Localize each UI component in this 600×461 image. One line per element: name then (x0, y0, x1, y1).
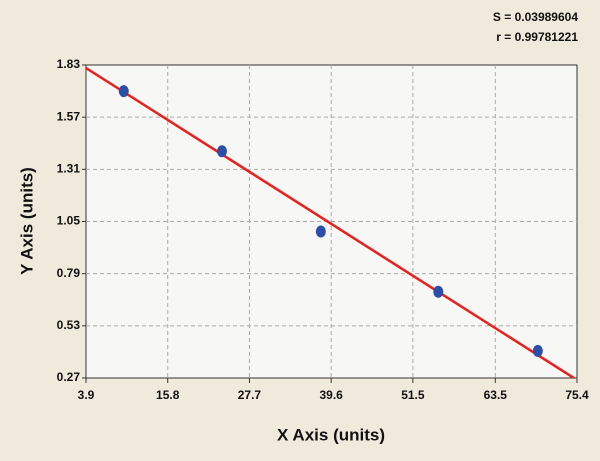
x-tick-label: 75.4 (565, 388, 589, 402)
y-tick-label: 1.31 (57, 162, 81, 176)
y-tick-label: 0.27 (57, 370, 81, 384)
x-tick-label: 63.5 (484, 388, 508, 402)
y-tick-label: 0.53 (57, 318, 81, 332)
point (315, 225, 326, 238)
x-tick-label: 51.5 (401, 388, 425, 402)
y-tick-label: 1.05 (57, 214, 81, 228)
x-tick-label: 27.7 (238, 388, 262, 402)
annotation: S = 0.03989604 (493, 10, 578, 24)
point (216, 145, 227, 158)
y-tick-label: 0.79 (57, 266, 81, 280)
point (118, 85, 129, 98)
x-tick-label: 15.8 (156, 388, 180, 402)
y-tick-label: 1.57 (57, 109, 81, 123)
x-tick-label: 39.6 (319, 388, 343, 402)
point (433, 285, 444, 298)
y-tick-label: 1.83 (57, 57, 81, 71)
x-axis-title: X Axis (units) (277, 425, 385, 444)
y-axis-title: Y Axis (units) (17, 167, 36, 275)
x-tick-label: 3.9 (78, 388, 95, 402)
annotation: r = 0.99781221 (496, 30, 578, 44)
fit-line (86, 66, 577, 378)
point (532, 344, 543, 357)
